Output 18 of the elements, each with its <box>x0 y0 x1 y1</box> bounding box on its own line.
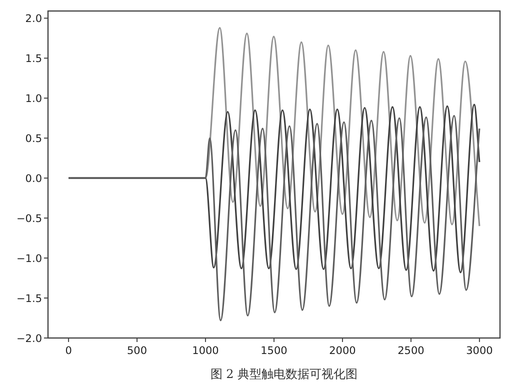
y-tick-label: 1.0 <box>25 92 42 105</box>
x-tick-label: 2500 <box>398 345 424 357</box>
x-tick-label: 3000 <box>466 345 493 357</box>
x-tick-label: 0 <box>65 345 72 357</box>
x-tick-label: 500 <box>127 345 148 357</box>
line-series <box>68 114 480 322</box>
y-tick-label: 1.5 <box>25 52 42 65</box>
caption: 图 2 典型触电数据可视化图 <box>210 367 358 381</box>
y-tick-label: −2.0 <box>16 332 42 345</box>
y-tick-label: −0.5 <box>16 212 42 225</box>
y-tick-label: 2.0 <box>25 12 42 25</box>
x-tick-label: 1000 <box>192 345 219 357</box>
y-tick-label: 0.5 <box>25 132 42 145</box>
y-tick-label: 0.0 <box>25 172 42 185</box>
x-tick-label: 2000 <box>329 345 356 357</box>
x-tick-label: 1500 <box>260 345 288 357</box>
y-tick-label: −1.0 <box>16 252 42 265</box>
y-tick-label: −1.5 <box>16 292 42 305</box>
